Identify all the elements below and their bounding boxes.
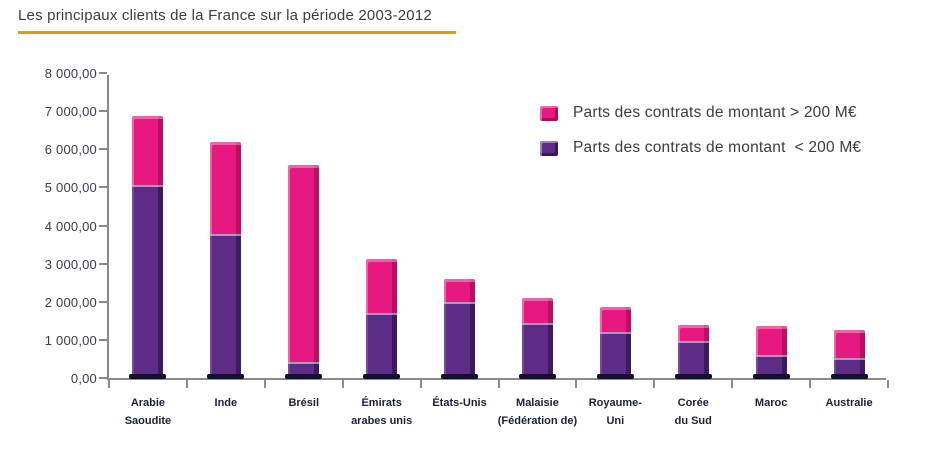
y-axis-tick xyxy=(99,186,107,188)
y-axis-tick xyxy=(99,110,107,112)
bar-segment-over-200 xyxy=(444,279,475,302)
legend-swatch-purple xyxy=(540,141,558,156)
bar-segment-over-200 xyxy=(210,142,241,234)
y-axis-tick-label: 1 000,00 xyxy=(3,333,97,348)
y-axis-tick xyxy=(99,339,107,341)
y-axis-tick-label: 8 000,00 xyxy=(3,66,97,81)
bar-segment-under-200 xyxy=(210,234,241,378)
legend-item: Parts des contrats de montant < 200 M€ xyxy=(540,139,861,157)
bar xyxy=(444,279,475,379)
bar-base-shadow xyxy=(285,374,322,379)
bar xyxy=(756,326,787,378)
bar-base-shadow xyxy=(597,374,634,379)
y-axis-tick xyxy=(99,72,107,74)
x-axis-tick xyxy=(653,380,655,388)
bar-base-shadow xyxy=(519,374,556,379)
y-axis-tick-label: 0,00 xyxy=(3,371,97,386)
y-axis-tick xyxy=(99,225,107,227)
x-axis-category-label: Australie xyxy=(798,395,900,413)
legend-label: Parts des contrats de montant < 200 M€ xyxy=(573,139,861,157)
y-axis-tick-label: 7 000,00 xyxy=(3,104,97,119)
x-axis-tick xyxy=(342,380,344,388)
title-underline xyxy=(18,31,456,34)
bar xyxy=(522,298,553,378)
x-axis-tick xyxy=(809,380,811,388)
bar-segment-over-200 xyxy=(132,116,163,184)
bar-segment-over-200 xyxy=(834,330,865,358)
x-axis-tick xyxy=(420,380,422,388)
bar-segment-under-200 xyxy=(678,341,709,378)
bar-base-shadow xyxy=(363,374,400,379)
legend-item: Parts des contrats de montant > 200 M€ xyxy=(540,104,861,122)
bar xyxy=(132,116,163,378)
bar xyxy=(834,330,865,378)
bar-segment-under-200 xyxy=(366,313,397,378)
y-axis-tick-label: 3 000,00 xyxy=(3,257,97,272)
y-axis-tick xyxy=(99,377,107,379)
bar xyxy=(210,142,241,378)
legend-swatch-pink xyxy=(540,106,558,121)
bar xyxy=(366,259,397,378)
y-axis-tick-label: 5 000,00 xyxy=(3,180,97,195)
x-axis-tick xyxy=(186,380,188,388)
bar-base-shadow xyxy=(753,374,790,379)
bar-base-shadow xyxy=(831,374,868,379)
chart-title: Les principaux clients de la France sur … xyxy=(18,7,432,24)
bar-segment-over-200 xyxy=(756,326,787,355)
bar-segment-under-200 xyxy=(132,185,163,378)
bar xyxy=(288,165,319,379)
bar-segment-under-200 xyxy=(444,302,475,378)
bar-base-shadow xyxy=(207,374,244,379)
x-axis-tick xyxy=(575,380,577,388)
legend-label: Parts des contrats de montant > 200 M€ xyxy=(573,104,857,122)
bar-segment-over-200 xyxy=(288,165,319,362)
y-axis-tick-label: 2 000,00 xyxy=(3,295,97,310)
bar-segment-over-200 xyxy=(366,259,397,312)
bar-segment-over-200 xyxy=(600,307,631,332)
x-axis-tick xyxy=(887,380,889,388)
legend: Parts des contrats de montant > 200 M€ P… xyxy=(540,104,861,174)
x-axis-tick xyxy=(108,380,110,388)
bar-segment-under-200 xyxy=(600,332,631,378)
x-axis-tick xyxy=(498,380,500,388)
y-axis-tick xyxy=(99,301,107,303)
chart: Les principaux clients de la France sur … xyxy=(0,0,951,466)
bar-base-shadow xyxy=(675,374,712,379)
bar-segment-over-200 xyxy=(678,325,709,341)
x-axis-tick xyxy=(731,380,733,388)
bar-segment-under-200 xyxy=(522,323,553,378)
y-axis-tick-label: 6 000,00 xyxy=(3,142,97,157)
bar-base-shadow xyxy=(441,374,478,379)
x-axis-tick xyxy=(264,380,266,388)
bar-segment-over-200 xyxy=(522,298,553,323)
y-axis-tick xyxy=(99,148,107,150)
bar xyxy=(600,307,631,378)
bar xyxy=(678,325,709,378)
y-axis-tick-label: 4 000,00 xyxy=(3,219,97,234)
bar-base-shadow xyxy=(129,374,166,379)
y-axis-tick xyxy=(99,263,107,265)
